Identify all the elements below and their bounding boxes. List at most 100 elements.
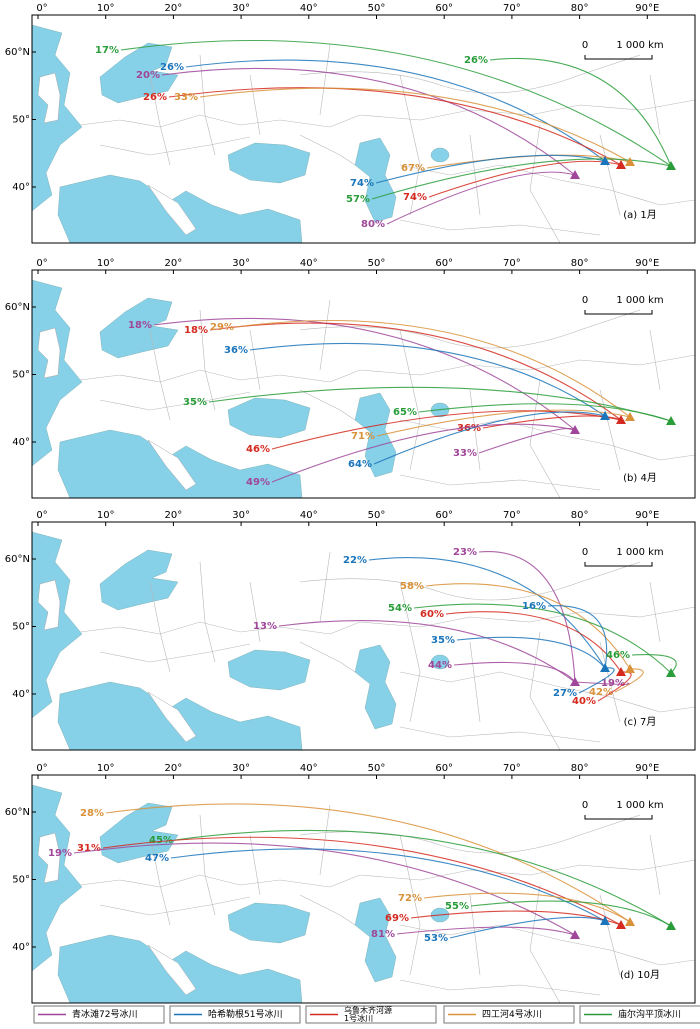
glacier-marker bbox=[666, 668, 676, 677]
trajectory bbox=[278, 620, 576, 683]
panel-label: (b) 4月 bbox=[623, 472, 657, 484]
source-percent: 46% bbox=[606, 650, 630, 661]
map-panel: 0° 10° 20° 30° 40° 50° 60° 70° 80° 90°E 60°N 50° 40°… bbox=[5, 510, 696, 751]
longitude-label: 30° bbox=[232, 763, 250, 774]
longitude-label: 80° bbox=[571, 3, 589, 14]
trajectory bbox=[373, 411, 606, 465]
longitude-label: 70° bbox=[503, 258, 521, 269]
source-percent: 45% bbox=[149, 835, 173, 846]
trajectory bbox=[271, 410, 622, 450]
panel-label: (a) 1月 bbox=[623, 209, 656, 221]
longitude-label: 0° bbox=[36, 3, 47, 14]
glacier-marker bbox=[625, 664, 635, 673]
scale-label: 1 000 km bbox=[616, 800, 663, 811]
longitude-label: 60° bbox=[435, 3, 453, 14]
latitude-label: 40° bbox=[12, 437, 30, 448]
latitude-label: 60°N bbox=[5, 807, 30, 818]
trajectory bbox=[423, 892, 631, 923]
trajectory bbox=[396, 926, 576, 936]
trajectory bbox=[371, 158, 672, 200]
source-percent: 13% bbox=[253, 621, 277, 632]
source-percent: 35% bbox=[183, 397, 207, 408]
trajectory bbox=[376, 409, 631, 437]
source-percent: 74% bbox=[350, 178, 374, 189]
longitude-label: 10° bbox=[97, 3, 115, 14]
trajectory bbox=[386, 171, 576, 225]
legend-label: 哈希勒根51号冰川 bbox=[208, 1008, 282, 1020]
source-percent: 28% bbox=[80, 808, 104, 819]
scale-label: 0 bbox=[582, 800, 588, 811]
trajectory bbox=[456, 636, 606, 669]
trajectory bbox=[174, 830, 672, 927]
longitude-label: 70° bbox=[503, 763, 521, 774]
source-percent: 26% bbox=[160, 62, 184, 73]
legend-box bbox=[305, 1005, 437, 1024]
scale-bar bbox=[584, 562, 653, 567]
panel-frame bbox=[31, 14, 696, 244]
longitude-label: 20° bbox=[165, 763, 183, 774]
glacier-marker bbox=[570, 425, 580, 434]
panel-frame bbox=[31, 774, 696, 1004]
legend-label: 乌鲁木齐河源 bbox=[344, 1005, 392, 1015]
source-percent: 26% bbox=[143, 92, 167, 103]
trajectory bbox=[489, 57, 672, 167]
trajectory bbox=[453, 661, 576, 683]
latitude-label: 60°N bbox=[5, 302, 30, 313]
trajectory bbox=[249, 342, 606, 417]
latitude-label: 50° bbox=[12, 370, 30, 381]
latitude-label: 50° bbox=[12, 115, 30, 126]
scale-label: 0 bbox=[582, 40, 588, 51]
trajectory bbox=[208, 386, 672, 422]
trajectory bbox=[102, 836, 622, 926]
longitude-label: 40° bbox=[300, 510, 318, 521]
longitude-label: 20° bbox=[165, 258, 183, 269]
glacier-marker bbox=[666, 416, 676, 425]
trajectory bbox=[185, 59, 606, 162]
source-percent: 42% bbox=[589, 687, 613, 698]
source-percent: 60% bbox=[420, 609, 444, 620]
source-percent: 17% bbox=[95, 45, 119, 56]
longitude-label: 80° bbox=[571, 510, 589, 521]
trajectory bbox=[478, 427, 576, 454]
source-percent: 44% bbox=[428, 660, 452, 671]
longitude-label: 30° bbox=[232, 3, 250, 14]
glacier-marker bbox=[570, 170, 580, 179]
source-percent: 67% bbox=[401, 163, 425, 174]
trajectory bbox=[418, 403, 672, 422]
source-percent: 46% bbox=[246, 444, 270, 455]
legend-box bbox=[169, 1005, 301, 1024]
legend-label: 青冰滩72号冰川 bbox=[72, 1008, 137, 1020]
legend-box bbox=[579, 1005, 700, 1024]
legend-box bbox=[443, 1005, 575, 1024]
source-percent: 47% bbox=[145, 853, 169, 864]
source-percent: 80% bbox=[361, 219, 385, 230]
glacier-marker bbox=[625, 917, 635, 926]
source-percent: 35% bbox=[431, 635, 455, 646]
source-percent: 58% bbox=[400, 581, 424, 592]
scale-label: 1 000 km bbox=[616, 295, 663, 306]
source-percent: 19% bbox=[48, 848, 72, 859]
longitude-label: 80° bbox=[571, 763, 589, 774]
trajectory bbox=[597, 671, 632, 702]
longitude-label: 50° bbox=[368, 3, 386, 14]
longitude-label: 20° bbox=[165, 3, 183, 14]
source-percent: 29% bbox=[210, 322, 234, 333]
longitude-label: 0° bbox=[36, 258, 47, 269]
basemap bbox=[31, 774, 696, 1004]
trajectory bbox=[120, 40, 672, 167]
longitude-label: 60° bbox=[435, 763, 453, 774]
source-percent: 71% bbox=[351, 431, 375, 442]
scale-bar bbox=[584, 55, 653, 60]
trajectory bbox=[445, 611, 622, 673]
glacier-marker bbox=[625, 412, 635, 421]
scale-bar bbox=[584, 815, 653, 820]
basemap bbox=[31, 14, 696, 244]
glacier-marker bbox=[570, 930, 580, 939]
source-percent: 31% bbox=[77, 843, 101, 854]
source-percent: 40% bbox=[572, 696, 596, 707]
legend-label: 1号冰川 bbox=[344, 1013, 373, 1023]
glacier-marker bbox=[616, 415, 626, 424]
source-percent: 53% bbox=[424, 933, 448, 944]
